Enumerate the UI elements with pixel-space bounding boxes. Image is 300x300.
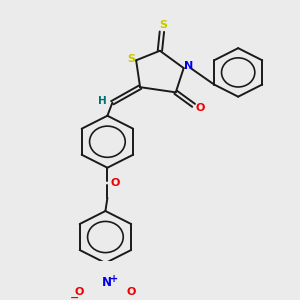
Text: S: S	[159, 20, 167, 30]
Text: N: N	[184, 61, 193, 71]
Text: +: +	[110, 274, 118, 284]
Text: O: O	[75, 287, 84, 298]
Text: O: O	[127, 287, 136, 298]
Text: −: −	[70, 293, 80, 300]
Text: S: S	[127, 54, 135, 64]
Text: O: O	[111, 178, 120, 188]
Text: N: N	[101, 276, 111, 289]
Text: H: H	[98, 96, 107, 106]
Text: O: O	[196, 103, 205, 113]
